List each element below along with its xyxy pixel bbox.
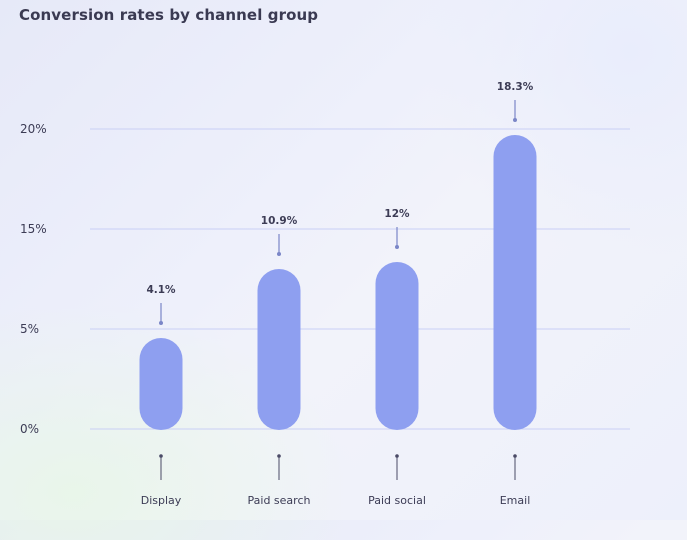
x-tick-label: Display — [141, 494, 182, 507]
bar-chart: 0% 5% 15% 20% 4.1% 10.9% 12% 18.3% Display Paid… — [20, 81, 630, 507]
value-labels: 4.1% 10.9% 12% 18.3% — [146, 81, 534, 325]
category-stem-dot — [395, 454, 399, 458]
category-stem-dot — [159, 454, 163, 458]
y-tick-label: 20% — [20, 122, 47, 136]
y-axis-ticks: 0% 5% 15% 20% — [20, 122, 47, 436]
label-connector-dot — [395, 245, 399, 249]
label-connector-dot — [513, 118, 517, 122]
chart-title: Conversion rates by channel group — [19, 6, 319, 24]
category-stem-dot — [513, 454, 517, 458]
data-label: 18.3% — [497, 81, 534, 93]
category-stem-dot — [277, 454, 281, 458]
x-tick-label: Paid social — [368, 494, 426, 507]
bar — [375, 262, 419, 430]
y-tick-label: 0% — [20, 422, 39, 436]
x-tick-label: Email — [500, 494, 531, 507]
bars — [139, 135, 537, 430]
category-labels: Display Paid search Paid social Email — [141, 454, 531, 507]
gridlines — [90, 128, 630, 430]
label-connector-dot — [159, 321, 163, 325]
data-label: 4.1% — [146, 284, 176, 296]
bar — [257, 269, 301, 430]
bar — [139, 338, 183, 430]
y-tick-label: 15% — [20, 222, 47, 236]
bar — [493, 135, 537, 430]
data-label: 12% — [384, 208, 410, 220]
data-label: 10.9% — [261, 215, 298, 227]
x-tick-label: Paid search — [248, 494, 311, 507]
label-connector-dot — [277, 252, 281, 256]
y-tick-label: 5% — [20, 322, 39, 336]
